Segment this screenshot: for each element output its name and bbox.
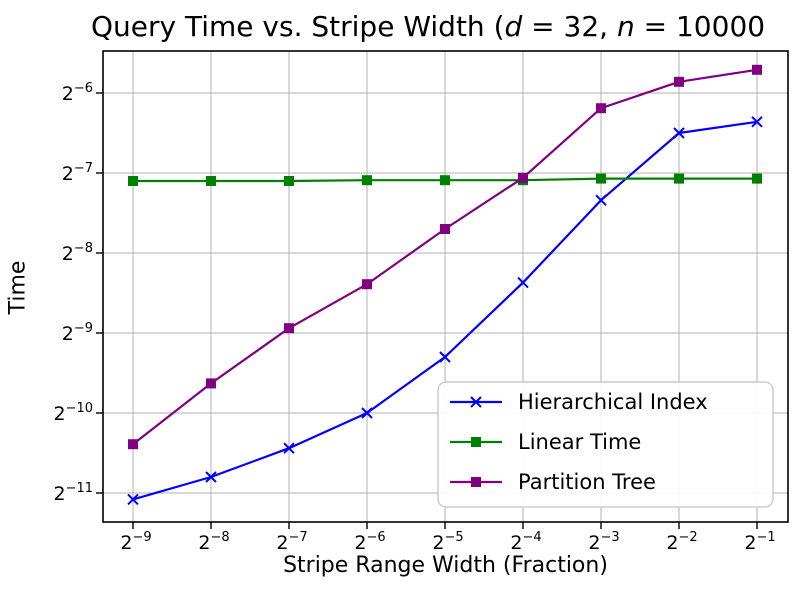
legend-label: Partition Tree — [518, 470, 656, 494]
y-tick-label: 2−11 — [53, 481, 93, 505]
series-marker-x — [205, 471, 217, 483]
series-marker-x — [517, 276, 529, 289]
series-marker-square — [128, 439, 138, 450]
series-marker-square — [440, 175, 450, 186]
legend-label: Linear Time — [518, 430, 641, 454]
series-marker-square — [752, 173, 762, 184]
series-marker-x — [283, 442, 295, 454]
series-marker-square — [128, 176, 138, 186]
y-tick-label: 2−7 — [62, 161, 93, 185]
x-tick-label: 2−7 — [276, 530, 307, 554]
y-tick-label: 2−8 — [62, 241, 93, 265]
chart-title-var-n: n — [616, 10, 635, 43]
x-axis-label: Stripe Range Width (Fraction) — [283, 553, 608, 578]
chart-title: Query Time vs. Stripe Width (d = 32, n =… — [91, 10, 765, 43]
series-marker-square — [674, 76, 684, 87]
x-tick-label: 2−8 — [198, 530, 229, 554]
series-marker-square — [206, 176, 216, 186]
series-marker-x — [361, 407, 373, 419]
chart-title-mid: = 32, — [522, 10, 617, 43]
x-tick-label: 2−5 — [432, 530, 463, 554]
series-marker-x — [595, 194, 607, 206]
series-marker-square — [362, 175, 372, 186]
x-tick-label: 2−2 — [666, 530, 697, 554]
y-tick-label: 2−9 — [62, 321, 93, 345]
series-marker-square — [284, 323, 294, 334]
series-marker-x — [751, 116, 763, 128]
series-marker-x — [439, 351, 451, 363]
x-tick-label: 2−3 — [588, 530, 619, 554]
chart-title-var-d: d — [504, 10, 523, 43]
legend-label: Hierarchical Index — [518, 390, 708, 414]
y-tick-label: 2−6 — [62, 81, 93, 105]
series-marker-square — [518, 172, 528, 183]
x-tick-label: 2−4 — [510, 530, 541, 554]
series-marker-square — [596, 173, 606, 184]
series-marker-square — [284, 176, 294, 186]
x-tick-label: 2−6 — [354, 530, 385, 554]
chart-title-suffix: = 10000 — [634, 10, 766, 43]
series-marker-square — [596, 103, 606, 114]
chart-title-prefix: Query Time vs. Stripe Width ( — [91, 10, 505, 43]
legend-box — [437, 381, 774, 508]
series-marker-square — [674, 173, 684, 184]
legend-swatch-marker-square — [471, 477, 481, 487]
x-tick-label: 2−9 — [120, 530, 151, 554]
x-tick-label: 2−1 — [744, 530, 775, 554]
series-marker-square — [752, 64, 762, 75]
series-marker-x — [127, 493, 139, 506]
series-marker-x — [673, 127, 685, 139]
series-marker-square — [362, 279, 372, 290]
series-marker-square — [440, 224, 450, 234]
legend-swatch-marker-x — [470, 396, 482, 408]
y-axis-label: Time — [5, 260, 31, 315]
legend-swatch-marker-square — [471, 437, 481, 447]
y-tick-label: 2−10 — [53, 401, 93, 425]
series-marker-square — [206, 378, 216, 389]
